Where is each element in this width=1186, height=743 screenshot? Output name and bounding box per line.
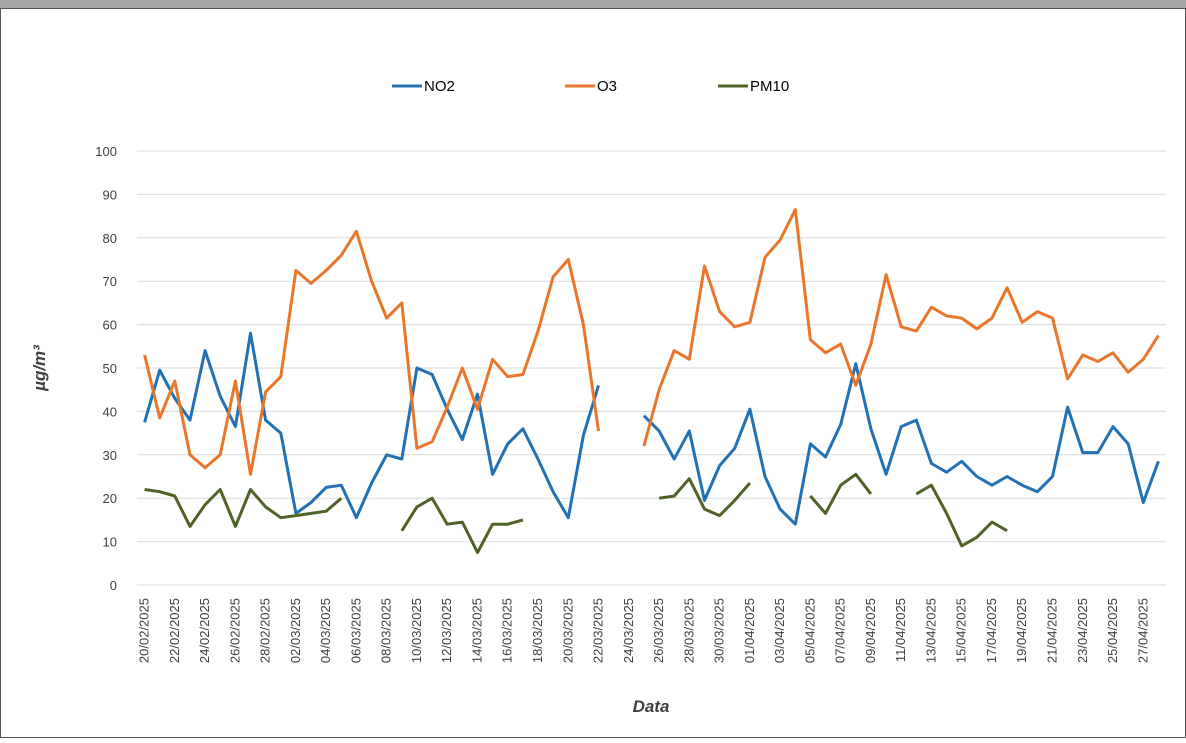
y-tick-label: 30 <box>103 448 117 463</box>
y-tick-label: 70 <box>103 274 117 289</box>
x-tick-label: 04/03/2025 <box>318 598 333 663</box>
x-tick-label: 22/02/2025 <box>167 598 182 663</box>
series-line <box>144 472 1008 554</box>
x-tick-label: 11/04/2025 <box>893 598 908 662</box>
top-band <box>0 0 1186 8</box>
legend-label: O3 <box>597 78 617 95</box>
y-tick-label: 60 <box>103 318 117 333</box>
x-tick-label: 28/02/2025 <box>258 598 273 663</box>
x-tick-label: 20/03/2025 <box>560 598 575 663</box>
x-tick-label: 05/04/2025 <box>802 598 817 663</box>
x-tick-label: 02/03/2025 <box>288 598 303 663</box>
x-tick-label: 24/03/2025 <box>621 598 636 663</box>
x-tick-label: 18/03/2025 <box>530 598 545 663</box>
x-tick-label: 06/03/2025 <box>348 598 363 663</box>
x-tick-label: 28/03/2025 <box>681 598 696 663</box>
y-axis-label: µg/m³ <box>30 344 49 392</box>
x-tick-label: 21/04/2025 <box>1045 598 1060 663</box>
x-tick-label: 03/04/2025 <box>772 598 787 663</box>
y-tick-label: 90 <box>103 187 117 202</box>
x-tick-label: 10/03/2025 <box>409 598 424 663</box>
x-tick-label: 30/03/2025 <box>712 598 727 663</box>
series-line <box>143 208 1160 476</box>
x-tick-label: 26/02/2025 <box>227 598 242 663</box>
x-tick-label: 15/04/2025 <box>954 598 969 663</box>
x-tick-label: 09/04/2025 <box>863 598 878 663</box>
x-tick-label: 16/03/2025 <box>500 598 515 663</box>
y-tick-label: 100 <box>95 144 117 159</box>
legend-label: NO2 <box>424 78 455 95</box>
x-tick-label: 27/04/2025 <box>1135 598 1150 663</box>
legend-label: PM10 <box>750 78 789 95</box>
x-tick-label: 01/04/2025 <box>742 598 757 663</box>
x-tick-label: 19/04/2025 <box>1014 598 1029 663</box>
y-tick-label: 20 <box>103 491 117 506</box>
x-tick-label: 23/04/2025 <box>1075 598 1090 663</box>
x-tick-label: 12/03/2025 <box>439 598 454 663</box>
x-tick-label: 13/04/2025 <box>923 598 938 663</box>
x-tick-label: 14/03/2025 <box>469 598 484 663</box>
series-line <box>143 331 1160 526</box>
x-tick-label: 26/03/2025 <box>651 598 666 663</box>
y-tick-label: 0 <box>110 578 117 593</box>
y-tick-label: 10 <box>103 535 117 550</box>
x-axis-label: Data <box>633 697 670 716</box>
x-tick-label: 20/02/2025 <box>137 598 152 663</box>
y-tick-label: 50 <box>103 361 117 376</box>
y-tick-label: 40 <box>103 404 117 419</box>
x-tick-label: 08/03/2025 <box>379 598 394 663</box>
y-tick-label: 80 <box>103 231 117 246</box>
x-tick-label: 24/02/2025 <box>197 598 212 663</box>
x-tick-label: 17/04/2025 <box>984 598 999 663</box>
x-tick-label: 22/03/2025 <box>591 598 606 663</box>
x-tick-label: 07/04/2025 <box>833 598 848 663</box>
x-tick-label: 25/04/2025 <box>1105 598 1120 663</box>
